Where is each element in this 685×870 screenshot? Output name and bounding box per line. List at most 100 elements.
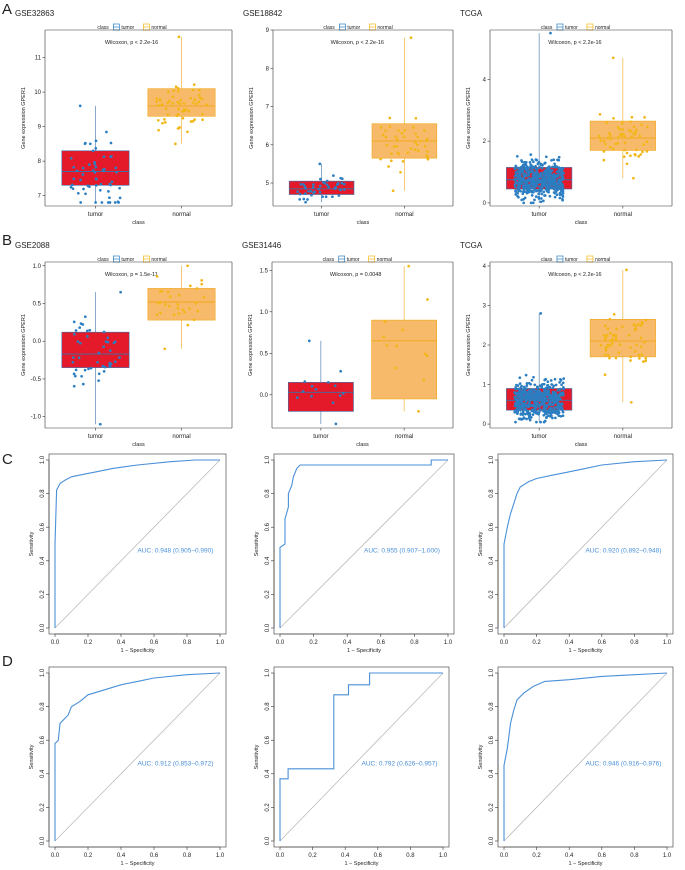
data-point (423, 144, 427, 148)
data-point (423, 352, 427, 356)
y-tick-label: 2 (483, 139, 487, 145)
data-point (177, 35, 181, 39)
data-point (72, 356, 75, 359)
data-point (186, 130, 189, 134)
roc-curve (279, 459, 448, 628)
data-point (108, 196, 111, 200)
data-point (530, 158, 534, 162)
data-point (327, 185, 330, 189)
y-tick-label: 0.0 (265, 623, 271, 632)
data-point (604, 346, 608, 349)
data-point (612, 313, 616, 316)
x-tick-label: 0.8 (410, 640, 419, 646)
data-point (558, 167, 562, 171)
data-point (520, 170, 524, 174)
data-point (109, 141, 113, 145)
data-point (632, 323, 636, 327)
data-point (198, 88, 201, 92)
data-point (526, 410, 530, 414)
legend-label-tumor: tumor (565, 25, 578, 31)
x-tick-label: 0.8 (630, 640, 639, 646)
data-point (549, 379, 553, 382)
data-point (523, 388, 526, 391)
data-point (182, 101, 186, 105)
y-tick-label: 1.5 (260, 268, 269, 274)
y-tick-label: 0.5 (33, 302, 42, 308)
roc-curve (503, 459, 668, 628)
data-point (545, 410, 549, 414)
panel-letter-c: C (2, 451, 13, 468)
data-point (547, 408, 551, 411)
data-point (426, 298, 429, 301)
data-point (516, 411, 519, 415)
data-point (532, 375, 535, 379)
y-tick-label: 0.2 (265, 590, 271, 599)
data-point (536, 401, 539, 405)
data-point (536, 172, 540, 176)
data-point (629, 400, 633, 404)
y-tick-label: 3 (483, 303, 487, 309)
data-point (78, 104, 82, 108)
y-tick-label: 0.0 (265, 836, 271, 845)
data-point (516, 407, 519, 410)
data-point (403, 128, 407, 132)
data-point (597, 134, 601, 138)
data-point (637, 155, 641, 158)
data-point (634, 327, 638, 331)
data-point (618, 343, 622, 347)
data-point (645, 150, 649, 153)
panel-letter-b: B (2, 232, 12, 249)
x-tick-label: 0.6 (150, 640, 159, 646)
data-point (530, 182, 534, 186)
data-point (537, 185, 541, 188)
plot-title: GSE32863 (15, 9, 55, 18)
data-point (194, 301, 198, 305)
data-point (326, 380, 330, 384)
data-point (520, 418, 524, 421)
data-point (522, 385, 526, 389)
data-point (307, 189, 310, 193)
data-point (537, 166, 541, 170)
data-point (529, 398, 533, 402)
data-point (105, 130, 108, 134)
data-point (155, 313, 159, 317)
data-point (516, 186, 520, 190)
data-point (514, 181, 518, 185)
test-annotation: Wilcoxon, p < 2.2e-16 (548, 40, 601, 46)
data-point (602, 158, 606, 162)
data-point (532, 176, 536, 180)
data-point (518, 173, 522, 177)
data-point (183, 310, 187, 314)
data-point (520, 406, 523, 409)
auc-label: AUC: 0.948 (0.905–0.990) (138, 547, 214, 554)
data-point (598, 112, 602, 116)
data-point (340, 177, 344, 181)
data-point (535, 386, 539, 389)
data-point (544, 404, 548, 408)
data-point (629, 346, 632, 349)
diagonal-reference (54, 672, 221, 842)
x-axis-label: 1 − Specificity (344, 861, 378, 867)
test-annotation: Wilcoxon, p = 0.0048 (330, 272, 382, 278)
data-point (532, 160, 535, 164)
data-point (113, 201, 117, 204)
data-point (196, 309, 200, 313)
data-point (191, 120, 195, 123)
data-point (524, 160, 528, 164)
data-point (200, 282, 204, 286)
data-point (621, 122, 624, 125)
data-point (641, 322, 644, 325)
data-point (201, 118, 204, 122)
data-point (302, 197, 306, 201)
x-tick-label: 0.6 (374, 853, 383, 859)
y-tick-label: 0.0 (40, 623, 46, 632)
data-point (540, 178, 543, 182)
y-tick-label: 11 (35, 56, 42, 62)
data-point (522, 167, 526, 171)
box-normal (589, 319, 656, 358)
data-point (614, 333, 617, 337)
data-point (93, 171, 97, 174)
diagonal-reference (503, 672, 668, 842)
test-annotation: Wilcoxon, p = 1.5e-11 (105, 272, 158, 278)
y-tick-label: 0.4 (489, 556, 495, 565)
